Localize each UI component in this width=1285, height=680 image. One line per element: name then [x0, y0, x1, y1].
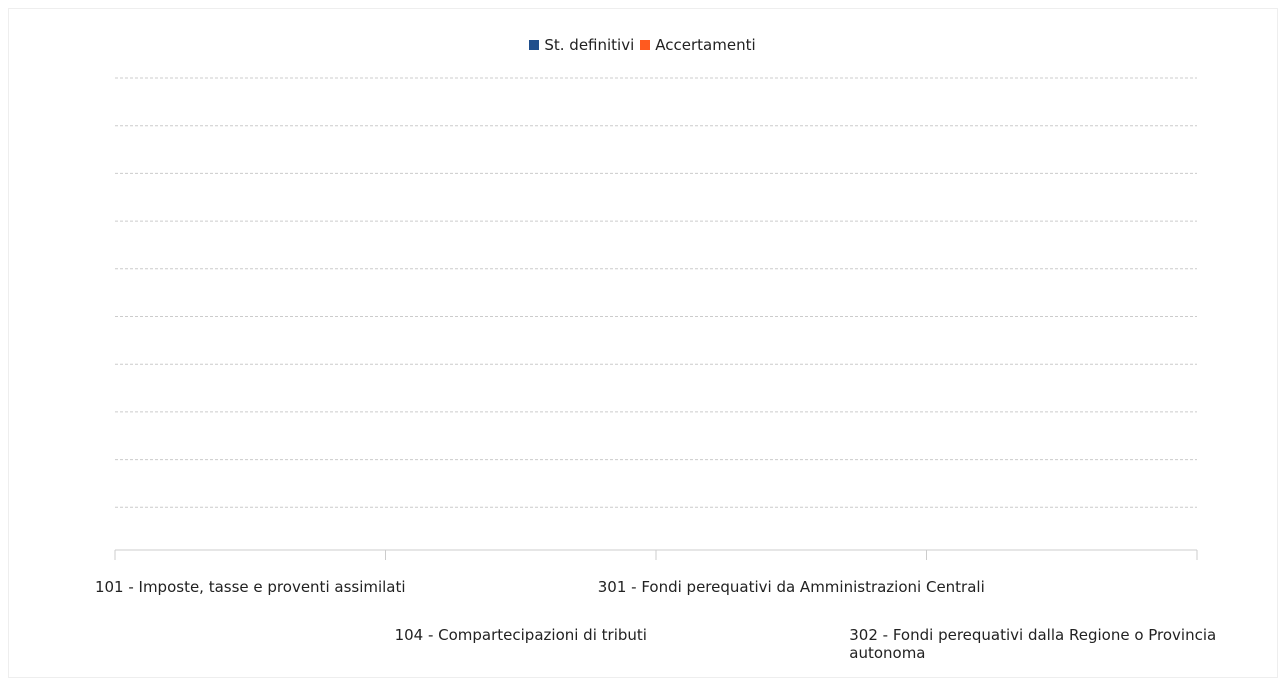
x-tick-text: 101 - Imposte, tasse e proventi assimila… [94, 578, 406, 596]
legend-swatch [640, 40, 651, 50]
x-tick-label: 104 - Compartecipazioni di tributi [301, 626, 741, 644]
legend-swatch [529, 40, 540, 50]
x-tick-text: 302 - Fondi perequativi dalla Regione o … [849, 626, 1217, 662]
frame [8, 8, 1278, 678]
legend-item: Accertamenti [640, 36, 756, 54]
legend-label: Accertamenti [655, 36, 756, 54]
legend: St. definitivi Accertamenti [0, 36, 1285, 54]
x-tick-label: 302 - Fondi perequativi dalla Regione o … [842, 626, 1282, 662]
x-tick-label: 101 - Imposte, tasse e proventi assimila… [30, 578, 470, 596]
x-tick-label: 301 - Fondi perequativi da Amministrazio… [571, 578, 1011, 596]
x-tick-text: 301 - Fondi perequativi da Amministrazio… [597, 578, 985, 596]
legend-label: St. definitivi [544, 36, 635, 54]
legend-item: St. definitivi [529, 36, 634, 54]
x-tick-text: 104 - Compartecipazioni di tributi [394, 626, 647, 644]
